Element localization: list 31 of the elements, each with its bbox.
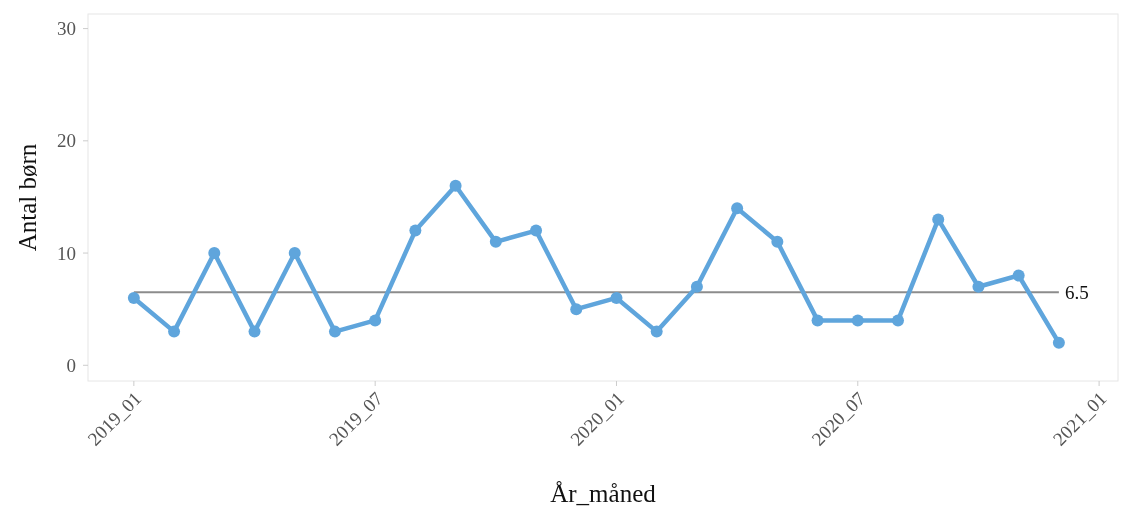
point bbox=[932, 213, 945, 226]
point bbox=[851, 314, 864, 327]
point bbox=[168, 325, 181, 338]
y-tick-label: 20 bbox=[57, 130, 76, 152]
point bbox=[1012, 269, 1025, 282]
point bbox=[409, 224, 422, 237]
point bbox=[369, 314, 382, 327]
y-tick-label: 10 bbox=[57, 242, 76, 264]
point bbox=[127, 291, 140, 304]
point bbox=[288, 247, 301, 260]
point bbox=[972, 280, 985, 293]
x-axis-title: År_måned bbox=[550, 480, 657, 507]
point bbox=[248, 325, 261, 338]
point bbox=[449, 179, 462, 192]
point bbox=[208, 247, 221, 260]
point bbox=[650, 325, 663, 338]
point bbox=[489, 235, 502, 248]
y-tick-label: 0 bbox=[66, 354, 76, 376]
y-tick-label: 30 bbox=[57, 18, 76, 40]
point bbox=[811, 314, 824, 327]
point bbox=[771, 235, 784, 248]
point bbox=[892, 314, 904, 327]
point bbox=[731, 202, 744, 215]
point bbox=[1052, 336, 1065, 349]
point bbox=[690, 280, 703, 293]
ref-line-label: 6.5 bbox=[1064, 281, 1089, 303]
point bbox=[610, 291, 623, 304]
y-axis-title: Antal børn bbox=[14, 143, 41, 252]
point bbox=[328, 325, 341, 338]
point bbox=[570, 303, 583, 316]
point bbox=[530, 224, 543, 237]
